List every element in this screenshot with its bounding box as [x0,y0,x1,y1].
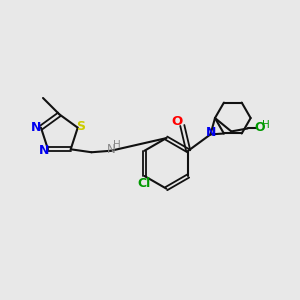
Text: N: N [31,121,42,134]
Text: S: S [76,120,85,133]
Text: H: H [262,121,270,130]
Text: H: H [113,140,121,150]
Text: N: N [206,125,217,139]
Text: Cl: Cl [138,177,151,190]
Text: O: O [171,116,183,128]
Text: O: O [254,121,265,134]
Text: N: N [107,143,116,156]
Text: N: N [39,144,49,157]
